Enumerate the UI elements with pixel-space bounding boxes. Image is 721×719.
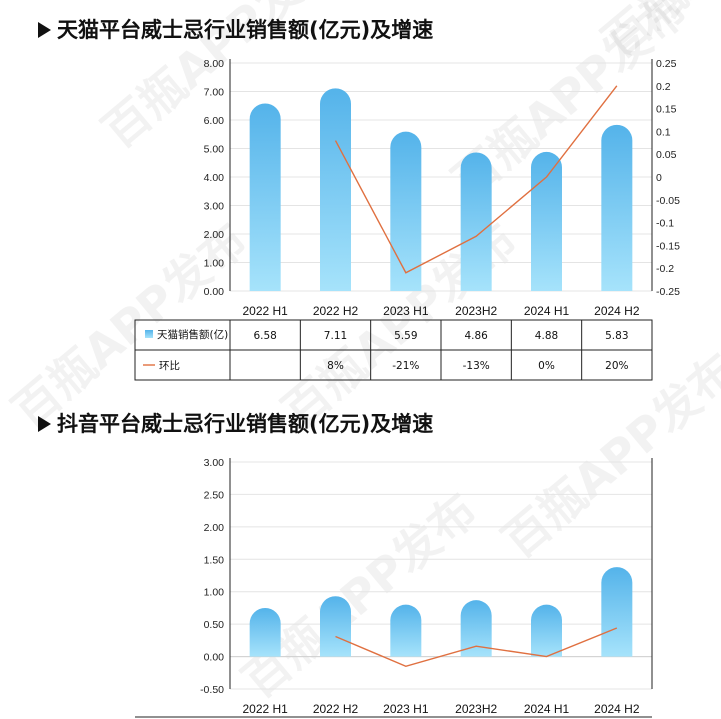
data-table-cell: 6.58 xyxy=(253,330,276,342)
bar xyxy=(390,131,422,291)
y2-tick-label: 0 xyxy=(656,172,662,184)
data-table-cell: -21% xyxy=(392,360,419,372)
y2-tick-label: -0.2 xyxy=(656,263,674,275)
y-tick-label: 2.00 xyxy=(204,522,225,534)
y-tick-label: 1.00 xyxy=(204,587,225,599)
data-table-cell: 5.83 xyxy=(605,330,628,342)
data-table-cell: 7.11 xyxy=(324,330,347,342)
y-tick-label: 0.00 xyxy=(204,652,225,664)
data-table-cell: 20% xyxy=(605,360,628,372)
x-tick-label: 2022 H1 xyxy=(242,304,288,318)
bar xyxy=(320,596,351,657)
y-tick-label: 3.00 xyxy=(204,457,225,469)
x-tick-label: 2024 H1 xyxy=(524,702,570,716)
bar xyxy=(601,124,633,291)
triangle-bullet-icon xyxy=(38,416,51,432)
y-tick-label: -0.50 xyxy=(200,684,224,696)
x-tick-label: 2023H2 xyxy=(455,304,497,318)
chart-title-tmall: 天猫平台威士忌行业销售额(亿元)及增速 xyxy=(38,14,433,44)
bar xyxy=(249,607,281,657)
y2-tick-label: 0.1 xyxy=(656,126,671,138)
y-tick-label: 6.00 xyxy=(204,115,225,127)
chart-title-douyin-text: 抖音平台威士忌行业销售额(亿元)及增速 xyxy=(57,412,434,436)
y-tick-label: 5.00 xyxy=(204,144,225,156)
chart-title-douyin: 抖音平台威士忌行业销售额(亿元)及增速 xyxy=(38,408,433,438)
data-table-cell: 4.88 xyxy=(535,330,558,342)
data-table-cell: 5.59 xyxy=(394,330,417,342)
y2-tick-label: -0.1 xyxy=(656,218,674,230)
y2-tick-label: -0.15 xyxy=(656,240,680,252)
bar xyxy=(460,600,492,657)
x-tick-label: 2022 H2 xyxy=(313,702,359,716)
y2-tick-label: 0.2 xyxy=(656,81,671,93)
y-tick-label: 7.00 xyxy=(204,87,225,99)
bar xyxy=(601,567,633,657)
bar xyxy=(531,604,562,657)
x-tick-label: 2024 H2 xyxy=(594,304,640,318)
y-tick-label: 8.00 xyxy=(204,58,225,70)
data-table-cell: -13% xyxy=(463,360,490,372)
bar xyxy=(460,152,492,291)
y-tick-label: 0.50 xyxy=(204,619,225,631)
legend-label-line: 环比 xyxy=(159,359,180,372)
data-table-cell: 4.86 xyxy=(464,330,488,342)
legend-label-bar: 天猫销售额(亿) xyxy=(157,328,228,341)
chart-tmall: 0.00 1.00 2.00 3.00 4.00 5.00 6.00 7.00 8.00 -0.2… xyxy=(134,58,680,381)
triangle-bullet-icon xyxy=(38,22,51,38)
y-tick-label: 2.00 xyxy=(204,229,225,241)
bar xyxy=(531,151,562,291)
x-tick-label: 2022 H2 xyxy=(313,304,359,318)
y-tick-label: 2.50 xyxy=(204,489,225,501)
chart-title-tmall-text: 天猫平台威士忌行业销售额(亿元)及增速 xyxy=(57,18,434,42)
y-tick-label: 1.00 xyxy=(204,258,225,270)
y-tick-label: 3.00 xyxy=(204,201,225,213)
y-tick-label: 0.00 xyxy=(204,286,225,298)
data-table-cell: 0% xyxy=(538,360,555,372)
x-tick-label: 2024 H1 xyxy=(524,304,570,318)
y2-tick-label: -0.05 xyxy=(656,195,680,207)
x-tick-label: 2023 H1 xyxy=(383,702,429,716)
bar xyxy=(249,103,281,292)
x-tick-label: 2023H2 xyxy=(455,702,497,716)
x-tick-label: 2022 H1 xyxy=(242,702,288,716)
y2-tick-label: 0.15 xyxy=(656,104,677,116)
y2-tick-label: 0.25 xyxy=(656,58,677,70)
legend-swatch-bar xyxy=(145,330,153,338)
y-tick-label: 1.50 xyxy=(204,554,225,566)
y2-tick-label: 0.05 xyxy=(656,149,677,161)
x-tick-label: 2024 H2 xyxy=(594,702,640,716)
bar xyxy=(390,604,422,657)
bar xyxy=(320,88,351,291)
data-table-cell: 8% xyxy=(327,360,344,372)
y-tick-label: 4.00 xyxy=(204,172,225,184)
x-tick-label: 2023 H1 xyxy=(383,304,429,318)
y2-tick-label: -0.25 xyxy=(656,286,680,298)
